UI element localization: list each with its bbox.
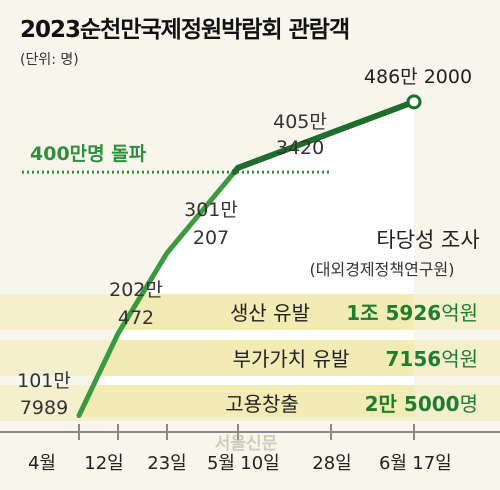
x-month-label-0: 4월 bbox=[28, 453, 56, 474]
data-label-3-top: 405만 bbox=[273, 111, 327, 133]
study-row-1-value-unit: 억원 bbox=[441, 347, 478, 371]
reference-label: 400만명 돌파 bbox=[30, 143, 147, 165]
x-day-label-4: 17일 bbox=[412, 453, 451, 474]
data-label-3-bottom: 3420 bbox=[276, 137, 324, 159]
study-row-0-label: 생산 유발 bbox=[230, 301, 310, 325]
unit-label: (단위: 명) bbox=[20, 52, 79, 68]
data-label-2-top: 301만 bbox=[184, 199, 238, 221]
data-label-0-top: 101만 bbox=[17, 370, 71, 392]
x-month-label-1: 5월 bbox=[207, 453, 235, 474]
study-row-2-value-number: 2만 5000 bbox=[365, 392, 460, 416]
stripe-fill-2 bbox=[79, 385, 414, 418]
x-day-label-0: 12일 bbox=[84, 453, 123, 474]
series-line-after-400 bbox=[231, 98, 417, 176]
study-source: (대외경제정책연구원) bbox=[310, 260, 455, 279]
study-row-1-label: 부가가치 유발 bbox=[233, 347, 350, 371]
study-row-2-value: 2만 5000명 bbox=[365, 392, 478, 416]
study-row-2-value-unit: 명 bbox=[460, 392, 478, 416]
study-row-0-value-number: 1조 5926 bbox=[346, 301, 441, 325]
x-day-label-2: 10일 bbox=[240, 453, 279, 474]
study-row-1-value-number: 7156 bbox=[386, 347, 442, 371]
stripe-fill-1 bbox=[79, 340, 414, 376]
area-under-line bbox=[79, 101, 414, 418]
data-label-0-bottom: 7989 bbox=[20, 397, 68, 419]
chart-title: 2023순천만국제정원박람회 관람객 bbox=[20, 17, 350, 43]
data-label-1-bottom: 472 bbox=[118, 307, 154, 329]
x-day-label-1: 23일 bbox=[147, 453, 186, 474]
study-row-2-label: 고용창출 bbox=[225, 392, 299, 416]
watermark: 서울신문 bbox=[215, 434, 278, 454]
study-row-0-value: 1조 5926억원 bbox=[346, 301, 478, 325]
study-row-1-value: 7156억원 bbox=[386, 347, 478, 371]
data-label-2-bottom: 207 bbox=[193, 227, 229, 249]
data-label-1-top: 202만 bbox=[109, 279, 163, 301]
study-row-0-value-unit: 억원 bbox=[441, 301, 478, 325]
x-month-label-2: 6월 bbox=[379, 453, 407, 474]
study-title: 타당성 조사 bbox=[376, 228, 479, 252]
series-line-before-400 bbox=[76, 169, 237, 418]
x-day-label-3: 28일 bbox=[312, 453, 351, 474]
end-point-marker bbox=[406, 94, 422, 110]
data-label-final: 486만 2000 bbox=[364, 66, 472, 88]
